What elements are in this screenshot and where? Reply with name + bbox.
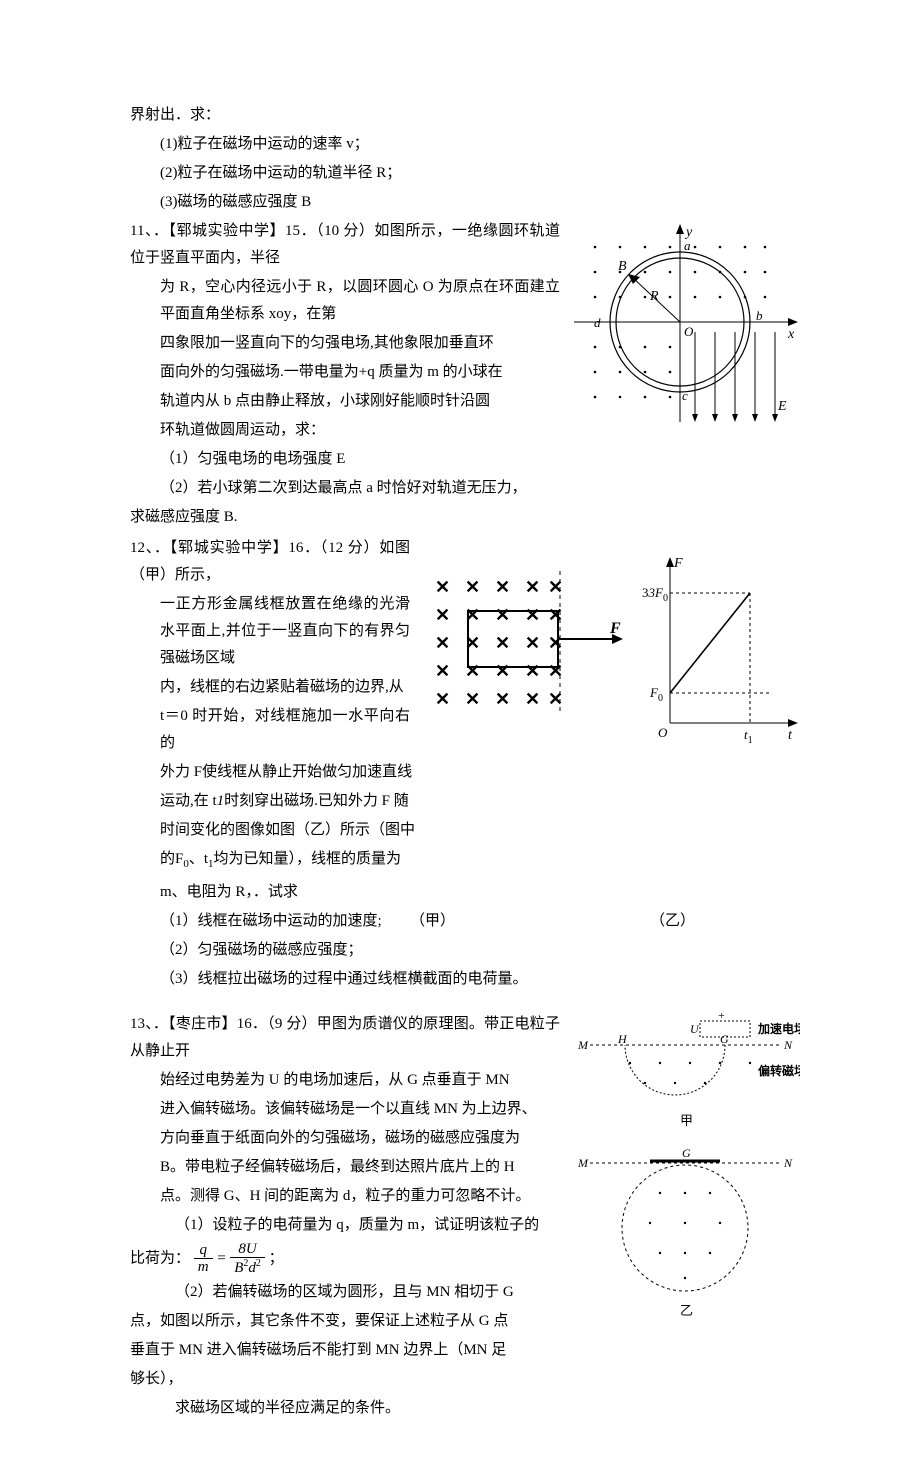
fig13-M1: M xyxy=(577,1038,589,1052)
figure-q12b: F t O 33F0 F0 t1 xyxy=(640,553,800,763)
fig11-label-O: O xyxy=(684,324,694,339)
fig11-label-a: a xyxy=(684,238,691,253)
svg-text:✕: ✕ xyxy=(435,605,450,625)
figure-q12a: ✕✕✕✕✕ ✕✕✕✕✕ ✕✕✕✕✕ ✕✕✕✕✕ ✕✕✕✕✕ F xyxy=(420,563,630,743)
svg-text:✕: ✕ xyxy=(525,577,540,597)
fig13-G1: G xyxy=(720,1032,729,1046)
fig11-label-x: x xyxy=(787,327,795,342)
fig13-G2: G xyxy=(682,1146,691,1160)
fig13-M2: M xyxy=(577,1156,589,1170)
svg-text:✕: ✕ xyxy=(525,661,540,681)
svg-text:✕: ✕ xyxy=(435,577,450,597)
svg-text:✕: ✕ xyxy=(548,689,563,709)
svg-text:33F0: 33F0 xyxy=(642,585,668,604)
svg-text:✕: ✕ xyxy=(548,605,563,625)
q13-l13: 求磁场区域的半径应满足的条件。 xyxy=(130,1395,800,1422)
fig11-label-b: b xyxy=(756,308,763,323)
figure-q11: y x E R a b B O d c xyxy=(570,222,800,442)
svg-text:c: c xyxy=(682,388,688,403)
fig12b-O: O xyxy=(658,725,668,740)
svg-text:✕: ✕ xyxy=(495,577,510,597)
svg-text:✕: ✕ xyxy=(435,633,450,653)
q12-l4b: 外力 F使线框从静止开始做匀加速直线 xyxy=(130,759,800,786)
q10-p2: (2)粒子在磁场中运动的轨道半径 R； xyxy=(130,160,800,187)
q12-l6: 时间变化的图像如图（乙）所示（图中 xyxy=(130,817,800,844)
fig11-label-E: E xyxy=(777,399,787,414)
svg-text:✕: ✕ xyxy=(495,605,510,625)
frac-8U: 8UB2d2 xyxy=(230,1241,265,1277)
fig13-N2: N xyxy=(783,1156,793,1170)
q11-l9: 求磁感应强度 B. xyxy=(130,504,800,531)
q10-p1: (1)粒子在磁场中运动的速率 v； xyxy=(130,131,800,158)
svg-text:d: d xyxy=(594,315,601,330)
fig12b-t: t xyxy=(788,728,793,743)
svg-text:F0: F0 xyxy=(649,685,663,704)
q12-cap2: （乙） xyxy=(650,908,695,935)
fig12b-F: F xyxy=(673,556,683,571)
fig13-U: U xyxy=(690,1022,700,1036)
svg-text:✕: ✕ xyxy=(465,577,480,597)
q12-cap1: （甲） xyxy=(410,908,455,935)
svg-text:✕: ✕ xyxy=(495,661,510,681)
fig11-label-B: B xyxy=(618,259,627,274)
svg-text:✕: ✕ xyxy=(548,633,563,653)
svg-text:t1: t1 xyxy=(744,727,753,746)
svg-text:+: + xyxy=(718,1013,725,1022)
svg-text:✕: ✕ xyxy=(435,661,450,681)
q12-p1: （1）线框在磁场中运动的加速度; xyxy=(160,913,382,929)
fig13-N1: N xyxy=(783,1038,793,1052)
svg-text:✕: ✕ xyxy=(525,633,540,653)
fig11-label-R: R xyxy=(649,289,659,304)
q11-l7: （1）匀强电场的电场强度 E xyxy=(130,446,800,473)
svg-text:✕: ✕ xyxy=(548,577,563,597)
fig12a-F: F xyxy=(609,620,621,637)
svg-text:✕: ✕ xyxy=(465,689,480,709)
q11-l8: （2）若小球第二次到达最高点 a 时恰好对轨道无压力， xyxy=(130,475,800,502)
svg-text:✕: ✕ xyxy=(525,689,540,709)
svg-text:✕: ✕ xyxy=(495,633,510,653)
fig13-cap1: 甲 xyxy=(680,1113,693,1128)
fig13-H: H xyxy=(617,1032,628,1046)
svg-text:✕: ✕ xyxy=(495,689,510,709)
fig13-accel: 加速电场 xyxy=(757,1021,800,1036)
figure-q13: U + 加速电场 M N G H 偏转磁场 甲 M N G 乙 xyxy=(570,1013,800,1343)
q12-p2: （2）匀强磁场的磁感应强度； xyxy=(130,937,800,964)
q13-l12: 够长）， xyxy=(130,1366,800,1393)
frac-qm: qm xyxy=(194,1242,213,1276)
svg-text:✕: ✕ xyxy=(435,689,450,709)
q10-lead: 界射出．求： xyxy=(130,102,800,129)
q12-p3: （3）线框拉出磁场的过程中通过线框横截面的电荷量。 xyxy=(130,966,800,993)
q12-l5: 运动,在 t1时刻穿出磁场.已知外力 F 随 xyxy=(130,788,800,815)
q12-l7: 的F0、t1均为已知量），线框的质量为 xyxy=(130,846,800,875)
fig13-cap2: 乙 xyxy=(680,1303,693,1318)
svg-text:✕: ✕ xyxy=(548,661,563,681)
svg-text:✕: ✕ xyxy=(525,605,540,625)
q10-p3: (3)磁场的磁感应强度 B xyxy=(130,189,800,216)
fig13-deflect: 偏转磁场 xyxy=(758,1063,800,1078)
q12-l8: m、电阻为 R，．试求 xyxy=(130,879,800,906)
